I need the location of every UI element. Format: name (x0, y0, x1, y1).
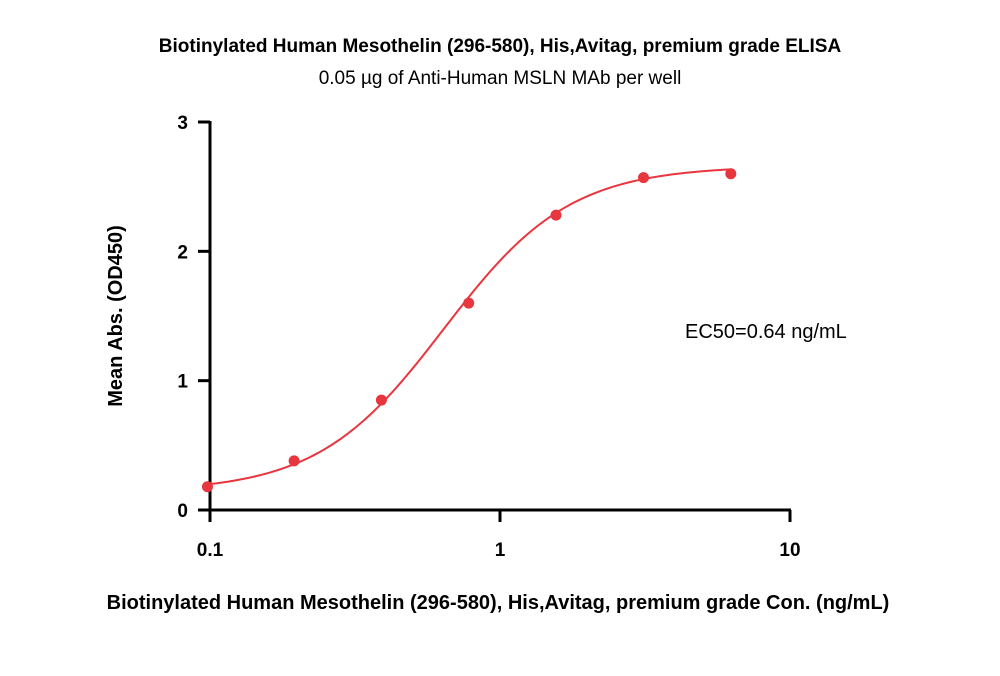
data-point (201, 481, 213, 493)
y-tick-label: 0 (177, 501, 188, 522)
fit-curve (207, 168, 731, 486)
data-point (463, 297, 475, 309)
plot-area: 0.1 1 10 0 1 2 3 (177, 113, 800, 561)
chart-subtitle: 0.05 µg of Anti-Human MSLN MAb per well (319, 68, 682, 89)
y-axis-label: Mean Abs. (OD450) (105, 225, 127, 407)
y-tick-label: 1 (177, 372, 188, 393)
data-point (725, 168, 737, 180)
data-point (288, 455, 300, 467)
y-tick-label: 3 (177, 113, 188, 134)
y-tick-label: 2 (177, 242, 188, 263)
x-tick-label: 0.1 (197, 540, 224, 561)
y-axis: 0 1 2 3 (177, 113, 212, 522)
x-axis-label: Biotinylated Human Mesothelin (296-580),… (107, 592, 890, 614)
data-point (375, 394, 387, 406)
data-point (550, 209, 562, 221)
chart-title: Biotinylated Human Mesothelin (296-580),… (159, 36, 842, 57)
x-tick-label: 10 (779, 540, 800, 561)
data-points (201, 168, 737, 493)
data-point (638, 172, 650, 184)
x-axis: 0.1 1 10 (197, 508, 801, 561)
ec50-annotation: EC50=0.64 ng/mL (685, 321, 847, 343)
x-tick-label: 1 (495, 540, 506, 561)
